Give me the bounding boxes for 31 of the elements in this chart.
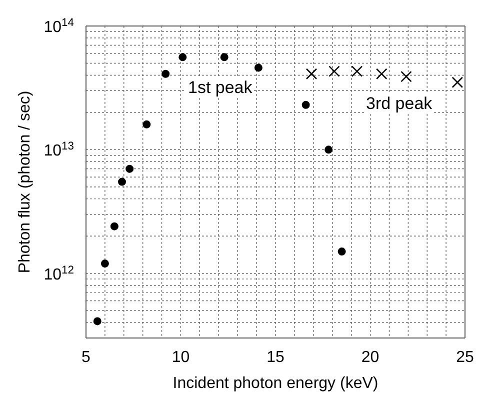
point xyxy=(452,76,464,88)
x-tick-label: 15 xyxy=(266,349,284,366)
point xyxy=(220,53,228,62)
point xyxy=(126,164,134,173)
x-axis-title: Incident photon energy (keV) xyxy=(172,375,378,392)
point xyxy=(100,260,109,268)
point xyxy=(351,66,363,77)
point xyxy=(324,146,333,154)
point xyxy=(306,68,318,80)
point xyxy=(400,70,412,82)
point xyxy=(254,64,262,72)
y-tick-label: 10$^{14}$ xyxy=(44,17,74,36)
y-tick-label: 10$^{12}$ xyxy=(44,264,74,284)
x-tick-label: 10 xyxy=(172,349,190,366)
x-tick-label: 5 xyxy=(82,349,91,366)
point xyxy=(93,317,102,326)
point xyxy=(178,53,187,62)
point xyxy=(118,178,126,186)
point xyxy=(376,68,388,80)
y-axis-title: Photon flux (photon / sec) xyxy=(16,90,34,274)
point xyxy=(338,248,346,256)
x-tick-label: 20 xyxy=(361,349,380,366)
point xyxy=(328,66,340,77)
point xyxy=(142,120,151,128)
point xyxy=(162,70,170,78)
point xyxy=(302,100,310,109)
point xyxy=(110,222,118,230)
x-tick-label: 25 xyxy=(456,349,474,366)
annotation: 1st peak xyxy=(186,78,254,98)
y-tick-label: 10$^{13}$ xyxy=(44,140,74,160)
annotation: 3rd peak xyxy=(364,94,434,114)
